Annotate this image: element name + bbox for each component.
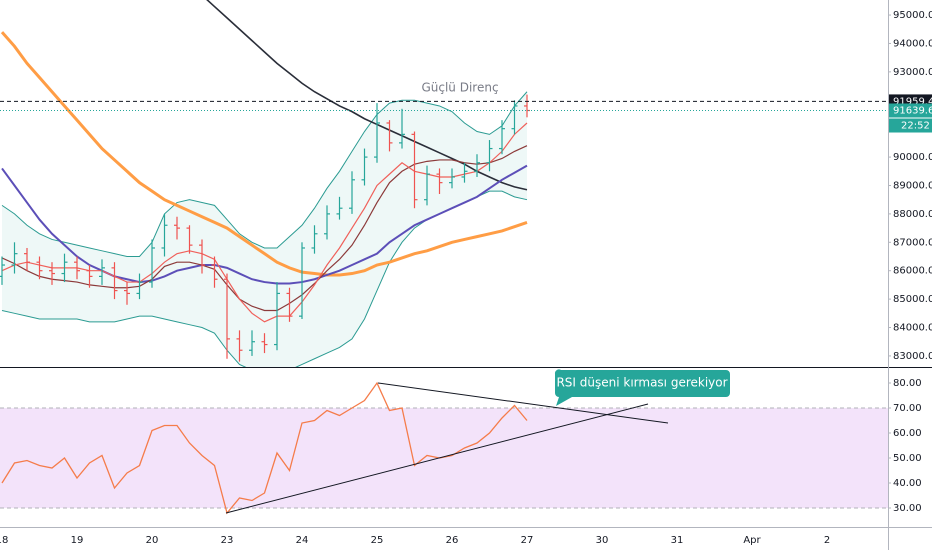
x-tick-label: 20 (146, 535, 159, 546)
y-tick-label: 89000.00 (893, 180, 932, 191)
band-fill (2, 91, 527, 367)
y-tick-label: 94000.00 (893, 38, 932, 49)
callout-box (554, 369, 730, 406)
rsi-tick-label: 30.00 (893, 503, 922, 514)
y-tick-label: 93000.00 (893, 67, 932, 78)
x-tick-label: 18 (0, 535, 8, 546)
axes: 83000.00 84000.00 85000.00 86000.00 87000.00… (0, 10, 932, 546)
rsi-pane (0, 381, 888, 515)
rsi-tick-label: 60.00 (893, 428, 922, 439)
y-tick-label: 90000.00 (893, 152, 932, 163)
rsi-tick-label: 70.00 (893, 403, 922, 414)
moving-average (206, 0, 528, 191)
x-tick-label: Apr (743, 535, 761, 546)
rsi-tick-label: 40.00 (893, 478, 922, 489)
countdown-bg (889, 118, 932, 133)
x-tick-label: 24 (296, 535, 309, 546)
price-label: 91959.49 (893, 96, 932, 107)
moving-average (0, 31, 528, 277)
y-tick-label: 87000.00 (893, 237, 932, 248)
x-tick-label: 26 (446, 535, 459, 546)
rsi-tick-label: 50.00 (893, 453, 922, 464)
x-tick-label: 31 (671, 535, 684, 546)
rsi-resistance-trendline (377, 382, 669, 424)
x-tick-label: 27 (521, 535, 534, 546)
x-tick-label: 23 (221, 535, 234, 546)
rsi-tick-label: 80.00 (893, 378, 922, 389)
annotation: Güçlü Direnç (421, 81, 498, 95)
price-pane (0, 0, 888, 367)
callout-text: RSI düşeni kırması gerekiyor (556, 376, 727, 390)
y-tick-label: 84000.00 (893, 323, 932, 334)
price-label-bg (889, 103, 932, 118)
band-upper (1, 91, 528, 258)
rsi-support-trendline (225, 403, 649, 514)
y-tick-label: 86000.00 (893, 266, 932, 277)
price-label: 91639.62 (893, 106, 932, 117)
x-tick-label: 19 (71, 535, 84, 546)
y-tick-label: 88000.00 (893, 209, 932, 220)
y-tick-label: 85000.00 (893, 294, 932, 305)
x-tick-label: 2 (824, 535, 830, 546)
x-tick-label: 25 (371, 535, 384, 546)
y-tick-label: 95000.00 (893, 10, 932, 21)
x-tick-label: 30 (596, 535, 609, 546)
countdown: 22:52 (901, 121, 930, 132)
rsi-band (0, 408, 888, 508)
y-tick-label: 83000.00 (893, 351, 932, 362)
